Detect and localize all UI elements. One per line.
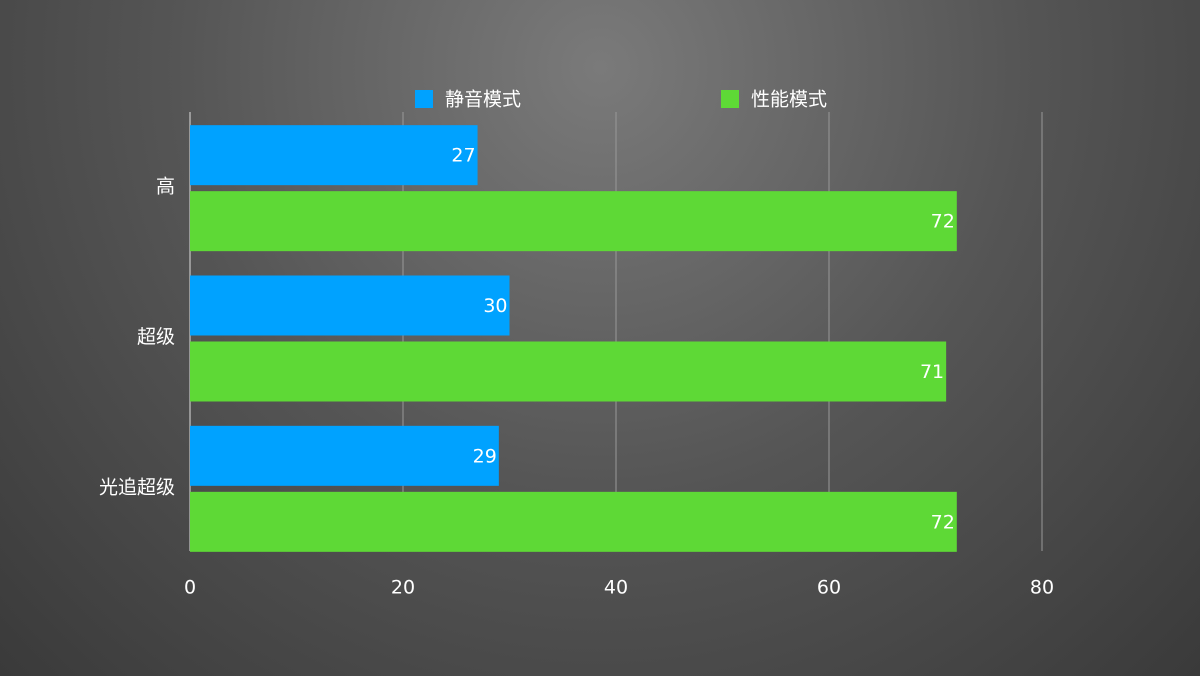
y-tick-label: 高 [156,176,175,198]
value-label: 27 [451,145,475,167]
bar [190,425,499,486]
x-tick-label: 20 [391,577,415,599]
value-label: 30 [483,295,507,317]
legend-swatch [415,90,433,108]
legend-swatch [721,90,739,108]
x-tick-label: 60 [817,577,841,599]
value-label: 72 [931,511,955,533]
x-tick-label: 80 [1030,577,1054,599]
y-tick-label: 光追超级 [99,476,175,498]
legend-label: 静音模式 [445,89,521,111]
x-tick-label: 0 [184,577,196,599]
value-label: 29 [473,445,497,467]
bar [190,275,510,336]
bar [190,191,957,252]
value-label: 72 [931,211,955,233]
x-tick-label: 40 [604,577,628,599]
bar [190,491,957,552]
bar [190,125,478,186]
legend-label: 性能模式 [751,89,827,111]
value-label: 71 [920,361,944,383]
bar [190,341,947,402]
y-tick-label: 超级 [137,326,175,348]
